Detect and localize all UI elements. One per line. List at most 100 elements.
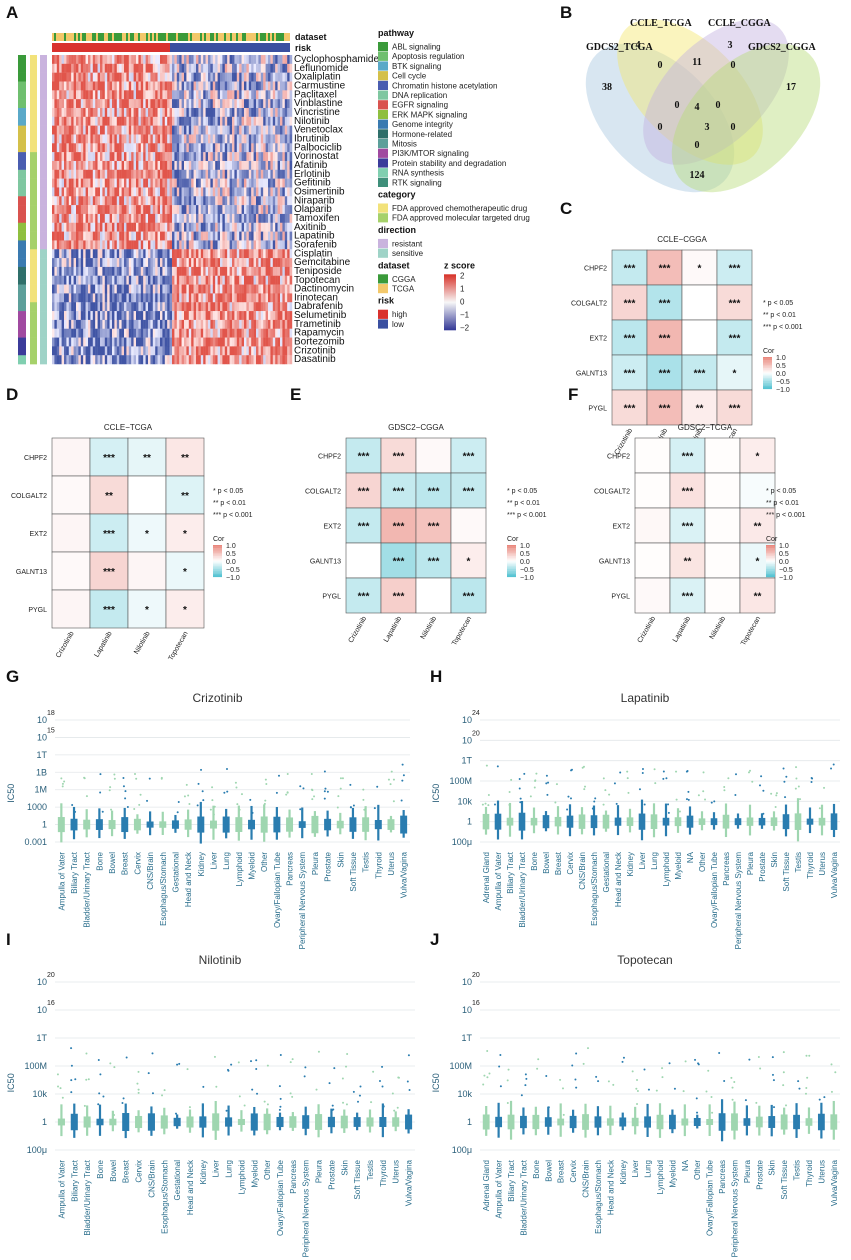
heatmap-cell — [100, 319, 103, 329]
dataset-track-cell — [76, 33, 78, 41]
outlier-point — [569, 797, 572, 800]
pathway-cell — [18, 275, 26, 285]
panel-label-c: C — [560, 199, 572, 218]
heatmap-cell — [258, 302, 261, 312]
heatmap-cell — [160, 178, 163, 188]
heatmap-cell — [124, 266, 127, 276]
heatmap-cell — [114, 196, 117, 206]
heatmap-cell — [287, 240, 290, 250]
heatmap-cell — [85, 284, 89, 294]
heatmap-cell — [148, 266, 151, 276]
heatmap-cell — [196, 169, 199, 179]
category-cell — [30, 143, 37, 153]
cor-colorbar-step — [763, 385, 772, 388]
heatmap-cell — [246, 328, 249, 338]
dataset-track-cell — [62, 33, 64, 41]
cor-colorbar-step — [766, 569, 775, 571]
heatmap-cell — [109, 337, 113, 347]
heatmap-cell — [109, 187, 113, 197]
heatmap-cell — [236, 355, 240, 365]
heatmap-cell — [64, 355, 67, 365]
heatmap-cell — [270, 258, 273, 268]
heatmap-cell — [246, 213, 249, 223]
heatmap-cell — [220, 143, 223, 153]
outlier-point — [771, 1056, 774, 1059]
heatmap-cell — [258, 328, 261, 338]
heatmap-cell — [270, 143, 273, 153]
heatmap-cell — [95, 258, 98, 268]
heatmap-cell — [174, 72, 177, 82]
heatmap-cell — [196, 231, 199, 241]
heatmap-cell — [174, 328, 177, 338]
dataset-track-cell — [186, 33, 188, 41]
cor-colorbar-step — [507, 575, 516, 578]
heatmap-cell — [265, 72, 269, 82]
heatmap-cell — [224, 319, 228, 329]
heatmap-cell — [100, 160, 103, 170]
dataset-track-cell — [274, 33, 276, 41]
heatmap-cell — [224, 258, 228, 268]
heatmap-cell — [191, 328, 194, 338]
outlier-point — [518, 787, 521, 790]
heatmap-cell — [136, 258, 139, 268]
heatmap-cell — [97, 231, 101, 241]
heatmap-cell — [217, 266, 221, 276]
heatmap-cell — [71, 205, 74, 215]
corr-cell — [716, 389, 753, 426]
heatmap-cell — [148, 187, 151, 197]
heatmap-cell — [92, 125, 96, 135]
outlier-point — [215, 1085, 218, 1088]
heatmap-cell — [289, 107, 293, 118]
heatmap-cell — [102, 99, 105, 109]
heatmap-cell — [124, 258, 127, 268]
heatmap-cell — [121, 337, 125, 347]
heatmap-cell — [152, 213, 156, 223]
pathway-cell — [18, 266, 26, 277]
heatmap-cell — [215, 231, 218, 241]
heatmap-cell — [73, 152, 77, 162]
outlier-point — [202, 1085, 205, 1088]
heatmap-cell — [100, 55, 103, 65]
heatmap-cell — [66, 328, 69, 338]
heatmap-cell — [92, 337, 96, 347]
heatmap-cell — [92, 346, 96, 356]
heatmap-cell — [78, 178, 81, 188]
heatmap-cell — [80, 222, 84, 232]
heatmap-cell — [287, 55, 290, 65]
heatmap-cell — [116, 160, 120, 170]
heatmap-cell — [212, 266, 216, 276]
heatmap-cell — [164, 107, 168, 118]
heatmap-cell — [196, 284, 199, 294]
heatmap-cell — [128, 355, 132, 365]
heatmap-cell — [193, 205, 197, 215]
heatmap-cell — [73, 63, 77, 73]
heatmap-cell — [76, 355, 79, 365]
legend-swatch — [378, 42, 388, 52]
corr-drug-label: Lapatinib — [672, 615, 692, 643]
heatmap-cell — [200, 240, 204, 250]
heatmap-cell — [239, 116, 242, 126]
heatmap-cell — [198, 240, 201, 250]
heatmap-cell — [222, 116, 225, 126]
heatmap-cell — [236, 231, 240, 241]
heatmap-cell — [244, 99, 247, 109]
heatmap-cell — [224, 116, 228, 126]
cor-colorbar-step — [766, 549, 775, 552]
outlier-point — [487, 804, 490, 807]
category-cell — [30, 213, 37, 224]
heatmap-cell — [90, 337, 93, 347]
heatmap-cell — [121, 275, 125, 285]
heatmap-cell — [107, 284, 110, 294]
heatmap-cell — [287, 275, 290, 285]
heatmap-cell — [92, 107, 96, 118]
dataset-track-cell — [118, 33, 120, 41]
heatmap-cell — [92, 213, 96, 223]
category-cell — [30, 346, 37, 356]
heatmap-cell — [256, 293, 259, 303]
heatmap-cell — [229, 152, 233, 162]
heatmap-cell — [169, 302, 173, 312]
heatmap-cell — [66, 143, 69, 153]
heatmap-cell — [121, 284, 125, 294]
heatmap-cell — [193, 143, 197, 153]
heatmap-cell — [150, 240, 153, 250]
